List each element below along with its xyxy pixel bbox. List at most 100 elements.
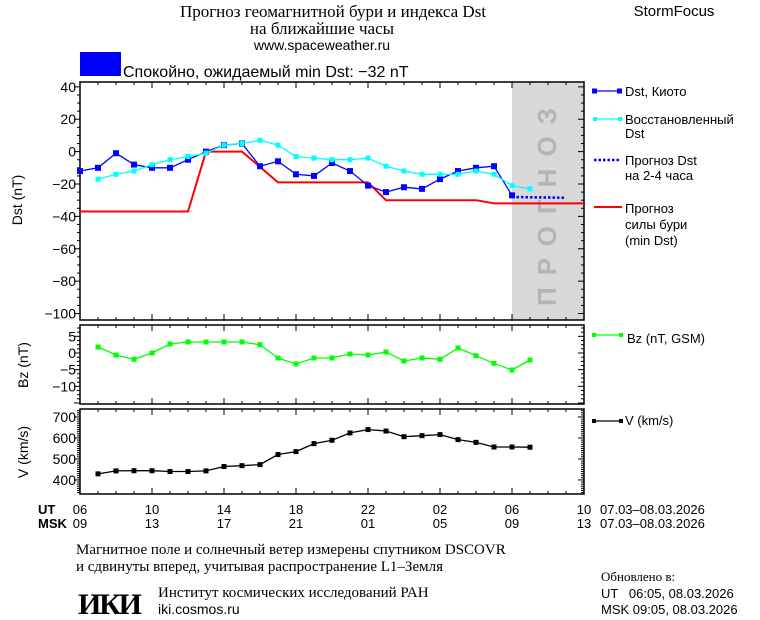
y-tick-label: 0 — [68, 345, 76, 361]
data-point — [473, 164, 479, 171]
ut-tick-label: 06 — [73, 502, 87, 517]
data-point — [221, 339, 227, 345]
legend-forecast-dst: Прогноз Dst на 2-4 часа — [594, 153, 697, 183]
source-url[interactable]: www.spaceweather.ru — [253, 37, 390, 53]
legend-storm-label-2: силы бури — [625, 217, 687, 232]
y-tick-label: 600 — [53, 430, 77, 446]
plot-frame — [79, 408, 585, 495]
data-point — [401, 358, 407, 364]
legend-storm-label-1: Прогноз — [625, 201, 674, 216]
data-point — [185, 156, 191, 163]
data-point — [347, 351, 353, 357]
data-point — [131, 161, 137, 168]
legend-v: V (km/s) — [592, 413, 673, 428]
data-point — [167, 469, 173, 475]
data-point — [293, 153, 299, 159]
data-point — [491, 360, 497, 366]
data-point — [401, 434, 407, 440]
legend-storm-label-3: (min Dst) — [625, 233, 678, 248]
data-point — [509, 183, 515, 189]
updated-msk: MSK 09:05, 08.03.2026 — [601, 602, 738, 617]
data-point — [275, 452, 281, 458]
legend-storm-forecast: Прогноз силы бури (min Dst) — [594, 201, 687, 248]
data-point — [419, 433, 425, 439]
data-point — [257, 163, 263, 170]
chart-title-line1: Прогноз геомагнитной бури и индекса Dst — [180, 2, 486, 21]
data-point — [455, 437, 461, 443]
data-point — [473, 439, 479, 445]
msk-tick-label: 13 — [577, 516, 591, 531]
data-point — [275, 142, 281, 148]
data-point — [509, 444, 515, 450]
y-tick-label: −5 — [60, 362, 76, 378]
data-point — [365, 352, 371, 358]
data-point — [455, 345, 461, 351]
y-tick-label: 0 — [68, 144, 76, 160]
data-point — [221, 142, 227, 148]
data-point — [203, 468, 209, 474]
legend-dst-kyoto: Dst, Киото — [592, 84, 687, 99]
data-point — [311, 155, 317, 161]
data-point — [527, 444, 533, 450]
ut-axis-label: UT — [38, 502, 55, 517]
legend: Dst, Киото Восстановленный Dst Прогноз D… — [592, 84, 734, 428]
ut-tick-label: 10 — [145, 502, 159, 517]
data-point — [347, 430, 353, 436]
series-2 — [95, 137, 533, 192]
data-point — [131, 168, 137, 174]
data-point — [527, 186, 533, 192]
data-point — [203, 339, 209, 345]
y-axis-label: V (km/s) — [15, 426, 31, 478]
data-point — [473, 168, 479, 174]
plot-frame — [79, 81, 585, 321]
data-point — [239, 339, 245, 345]
y-tick-label: −80 — [52, 273, 76, 289]
panel-2: 50−5−10 Bz (nT) — [15, 324, 585, 405]
data-point — [293, 171, 299, 178]
data-point — [347, 157, 353, 163]
msk-tick-label: 17 — [217, 516, 231, 531]
ut-tick-label: 22 — [361, 502, 375, 517]
msk-tick-label: 01 — [361, 516, 375, 531]
data-point — [383, 189, 389, 196]
series-line — [80, 150, 584, 213]
data-point — [437, 176, 443, 183]
data-point — [311, 355, 317, 361]
ut-tick-label: 10 — [577, 502, 591, 517]
data-point — [239, 463, 245, 469]
data-point — [113, 171, 119, 177]
data-point — [329, 157, 335, 163]
legend-dst-kyoto-label: Dst, Киото — [625, 84, 687, 99]
data-point — [365, 182, 371, 189]
data-point — [329, 355, 335, 361]
data-point — [95, 471, 101, 477]
ut-tick-label: 14 — [217, 502, 231, 517]
updated-label: Обновлено в: — [601, 569, 675, 584]
data-point — [419, 185, 425, 192]
data-point — [257, 137, 263, 143]
institute-url[interactable]: iki.cosmos.ru — [158, 601, 240, 617]
y-tick-label: 400 — [53, 472, 77, 488]
data-point — [347, 168, 353, 175]
series-line — [97, 428, 531, 475]
data-point — [113, 150, 119, 157]
series-line — [511, 195, 567, 200]
data-point — [167, 157, 173, 163]
data-point — [149, 468, 155, 474]
legend-forecast-label-1: Прогноз Dst — [625, 153, 697, 168]
msk-tick-label: 05 — [433, 516, 447, 531]
ut-tick-label: 02 — [433, 502, 447, 517]
plot-frame — [79, 324, 585, 405]
brand-label: StormFocus — [634, 3, 715, 20]
series-1 — [77, 140, 515, 199]
data-point — [329, 437, 335, 443]
data-point — [275, 355, 281, 361]
data-point — [419, 355, 425, 361]
data-point — [185, 339, 191, 345]
y-tick-label: 40 — [60, 79, 76, 95]
data-point — [95, 176, 101, 182]
y-axis-label: Bz (nT) — [15, 342, 31, 388]
data-point — [527, 357, 533, 363]
y-tick-label: −40 — [52, 208, 76, 224]
